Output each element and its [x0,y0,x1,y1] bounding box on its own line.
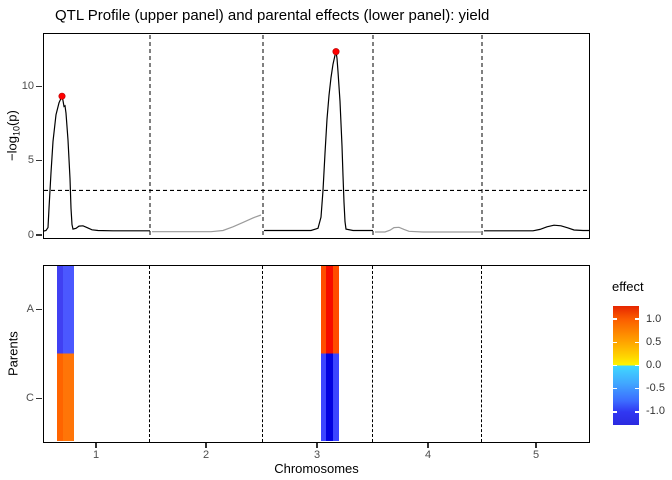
parent-row-label: A [26,303,34,315]
x-tick-label: 1 [92,449,100,461]
effect-bar-chrom-3 [325,266,333,441]
legend-tick-mark [635,364,639,367]
legend-tick-mark [613,318,617,320]
x-tick-mark [95,443,97,448]
chromosome-boundary-line [149,265,150,442]
x-axis-title: Chromosomes [274,461,359,476]
legend-tick-label: -0.5 [646,382,665,395]
effect-bar-chrom-3 [320,266,326,441]
parent-row-label: C [26,392,34,404]
effect-bar-chrom-1 [62,266,74,441]
parental-effects-panel [43,265,590,443]
legend-colorbar [613,306,639,425]
qtl-peak-marker-chrom-3 [331,47,339,55]
qtl-profile-panel [42,33,590,239]
legend-tick-mark [613,364,617,367]
upper-y-axis-title: −log10(p) [2,33,24,239]
legend-tick-mark [613,341,617,343]
x-tick-mark [205,443,207,448]
lower-y-axis-title-text: Parents [5,331,21,377]
qtl-profile-line-chrom-4 [374,226,482,233]
parent-row-tick-mark [36,308,42,311]
legend-tick-mark [635,411,639,413]
x-tick-mark [316,443,318,448]
legend-tick-label: 0.0 [646,359,662,371]
x-tick-mark [427,443,429,448]
legend-tick-mark [635,387,639,390]
qtl-profile-line-chrom-2 [151,213,261,232]
x-tick-label: 4 [424,449,432,461]
y-tick-label: 5 [27,154,34,167]
parent-row-tick-mark [36,397,42,400]
legend-tick-mark [635,318,639,320]
y-tick-mark [36,160,42,162]
qtl-profile-plot-area [42,33,590,244]
chart-title: QTL Profile (upper panel) and parental e… [55,7,490,24]
qtl-profile-line-chrom-1 [42,93,150,232]
chromosome-boundary-line [262,265,263,442]
chromosome-boundary-line [481,265,482,442]
x-tick-label: 3 [313,449,321,461]
qtl-profile-line-chrom-5 [483,224,590,231]
lower-y-axis-title: Parents [2,265,24,443]
legend-tick-label: 0.5 [646,335,662,348]
legend-tick-mark [613,387,617,390]
legend-tick-label: -1.0 [646,405,665,418]
chromosome-boundary-line [372,265,373,442]
y-tick-mark [36,234,42,236]
y-tick-label: 0 [27,228,34,241]
x-tick-mark [535,443,537,448]
legend-title: effect [612,279,644,294]
legend-tick-label: 1.0 [646,312,662,325]
x-tick-label: 2 [202,449,210,461]
y-tick-mark [36,85,42,88]
qtl-profile-line-chrom-3 [263,50,373,231]
x-tick-label: 5 [532,449,540,461]
qtl-profile-lines [42,34,590,237]
legend-tick-mark [635,341,639,343]
legend-tick-mark [613,411,617,413]
effect-bar-chrom-1 [56,266,63,441]
effect-bar-chrom-3 [332,266,339,441]
y-tick-label: 10 [21,80,34,92]
qtl-peak-marker-chrom-1 [58,92,66,100]
